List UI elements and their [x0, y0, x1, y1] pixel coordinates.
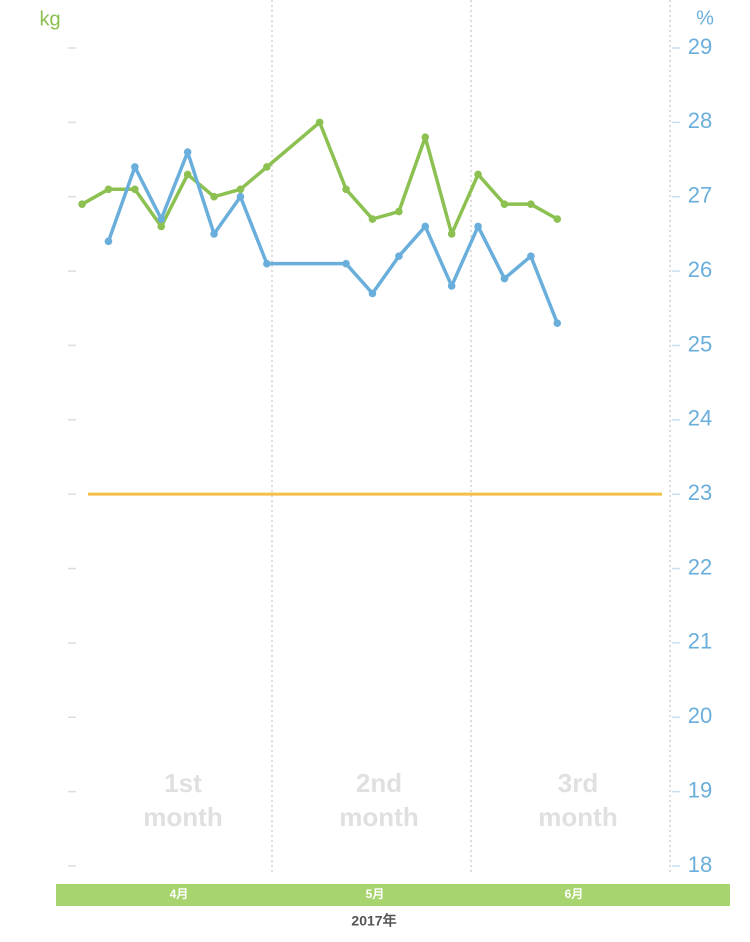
y2-tick-label: 23	[688, 480, 712, 505]
data-point	[527, 200, 535, 208]
data-point	[553, 215, 562, 223]
data-point	[395, 207, 403, 216]
data-point	[500, 200, 509, 208]
month-label: 6月	[565, 887, 584, 901]
data-point	[421, 222, 430, 231]
month-annotation: 2nd month	[339, 768, 418, 832]
month-label: 5月	[366, 887, 385, 901]
y-axis-unit: kg	[39, 8, 60, 30]
data-point	[447, 230, 456, 238]
month-annotation: 3rd month	[538, 768, 617, 832]
data-line	[106, 150, 559, 324]
data-point	[78, 200, 86, 208]
data-point	[527, 252, 535, 261]
month-label: 4月	[170, 887, 189, 901]
data-point	[342, 185, 350, 194]
y2-tick-label: 24	[688, 406, 712, 431]
data-point	[157, 222, 166, 231]
data-point	[315, 118, 324, 127]
data-point	[183, 170, 192, 179]
data-point	[474, 222, 482, 231]
y2-axis-unit: %	[696, 7, 714, 29]
data-point	[210, 192, 218, 201]
data-point	[421, 133, 430, 142]
data-point	[553, 319, 562, 327]
y2-tick-label: 26	[688, 257, 712, 282]
data-point	[236, 192, 245, 201]
data-point	[395, 252, 403, 261]
data-point	[131, 185, 139, 194]
y2-tick-label: 20	[688, 703, 712, 728]
data-point	[500, 274, 509, 283]
y2-tick-label: 19	[688, 777, 712, 802]
data-line	[81, 120, 559, 236]
data-point	[210, 230, 218, 238]
year-label: 2017年	[351, 913, 396, 929]
data-point	[157, 215, 166, 223]
data-point	[104, 237, 113, 246]
data-point	[236, 185, 245, 194]
data-point	[263, 163, 271, 171]
month-band	[56, 884, 730, 906]
y2-tick-label: 18	[688, 852, 712, 877]
data-point	[368, 215, 377, 223]
data-point	[183, 148, 192, 156]
y2-tick-label: 28	[688, 108, 712, 133]
y2-tick-label: 21	[688, 629, 712, 654]
y2-tick-label: 27	[688, 183, 712, 208]
data-point	[342, 259, 350, 268]
y2-tick-label: 22	[688, 554, 712, 579]
data-point	[474, 170, 482, 179]
y2-tick-label: 29	[688, 34, 712, 59]
month-annotation: 1st month	[143, 768, 222, 832]
y2-tick-label: 25	[688, 331, 712, 356]
data-point	[104, 185, 113, 194]
data-point	[368, 289, 377, 298]
data-point	[131, 163, 139, 171]
data-point	[263, 259, 271, 268]
data-point	[447, 282, 456, 290]
